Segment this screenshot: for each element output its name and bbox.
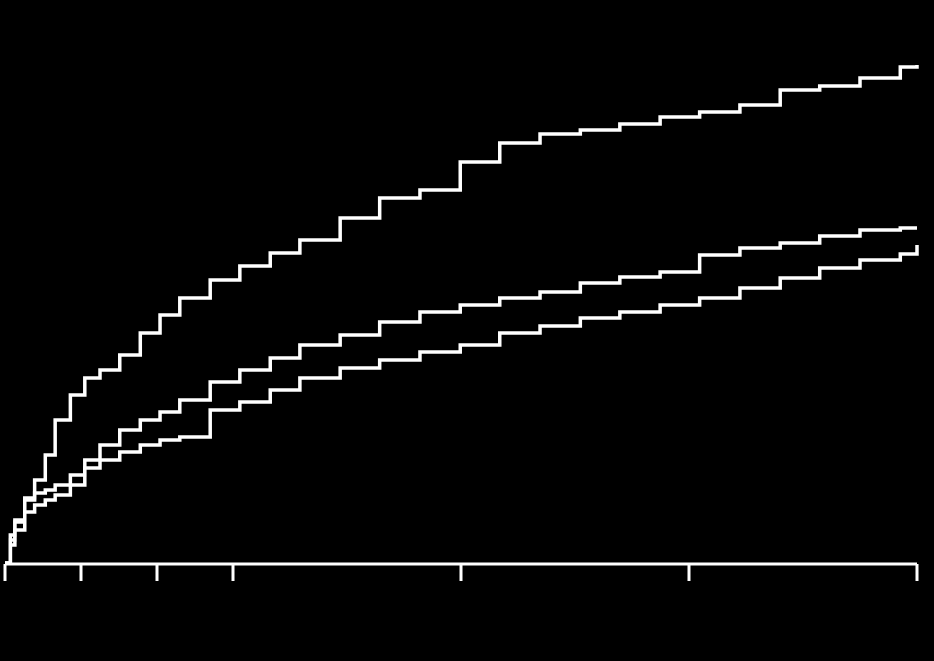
line: [5, 226, 917, 565]
line: [5, 245, 919, 565]
line: [5, 65, 919, 565]
